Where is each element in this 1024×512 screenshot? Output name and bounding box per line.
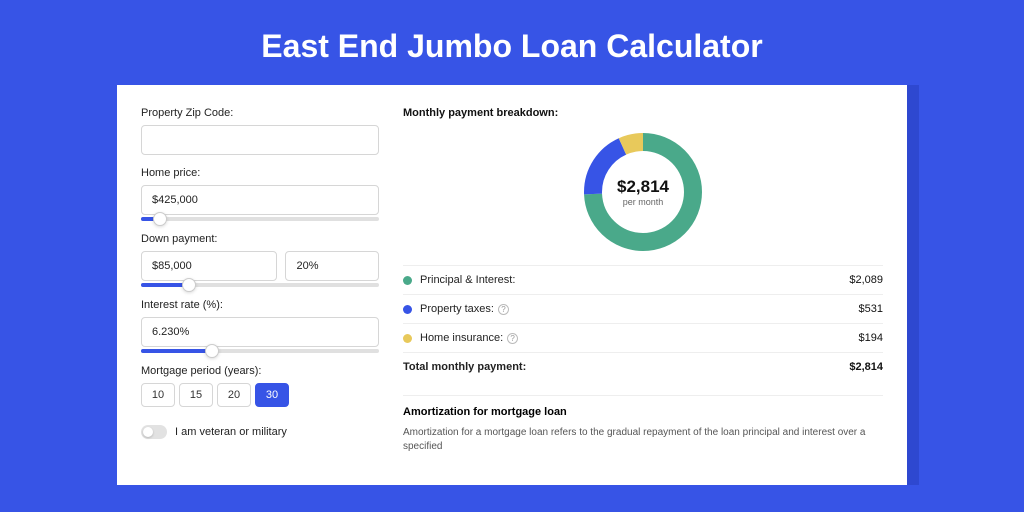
down-payment-label: Down payment: xyxy=(141,233,379,245)
calculator-panel: Property Zip Code: Home price: Down paym… xyxy=(117,85,907,485)
period-label: Mortgage period (years): xyxy=(141,365,379,377)
donut-center: $2,814 per month xyxy=(584,133,702,251)
veteran-row: I am veteran or military xyxy=(141,425,379,439)
total-value: $2,814 xyxy=(849,361,883,373)
amortization-text: Amortization for a mortgage loan refers … xyxy=(403,426,883,454)
down-payment-group: Down payment: xyxy=(141,233,379,287)
amortization-title: Amortization for mortgage loan xyxy=(403,395,883,418)
down-payment-pct-input[interactable] xyxy=(285,251,379,281)
zip-field-group: Property Zip Code: xyxy=(141,107,379,155)
row-label: Property taxes:? xyxy=(420,303,859,315)
info-icon[interactable]: ? xyxy=(507,333,518,344)
period-button-30[interactable]: 30 xyxy=(255,383,289,407)
legend-dot xyxy=(403,276,412,285)
donut-chart-wrap: $2,814 per month xyxy=(403,129,883,265)
legend-dot xyxy=(403,305,412,314)
donut-chart: $2,814 per month xyxy=(584,133,702,251)
breakdown-row: Property taxes:?$531 xyxy=(403,294,883,323)
total-row: Total monthly payment: $2,814 xyxy=(403,352,883,381)
zip-label: Property Zip Code: xyxy=(141,107,379,119)
period-buttons: 10152030 xyxy=(141,383,379,407)
page-title: East End Jumbo Loan Calculator xyxy=(0,0,1024,85)
donut-amount: $2,814 xyxy=(617,177,669,197)
slider-thumb[interactable] xyxy=(153,212,167,226)
slider-thumb[interactable] xyxy=(205,344,219,358)
zip-input[interactable] xyxy=(141,125,379,155)
breakdown-row: Home insurance:?$194 xyxy=(403,323,883,352)
home-price-label: Home price: xyxy=(141,167,379,179)
breakdown-column: Monthly payment breakdown: $2,814 per mo… xyxy=(403,107,883,485)
row-label: Home insurance:? xyxy=(420,332,859,344)
interest-input[interactable] xyxy=(141,317,379,347)
row-value: $194 xyxy=(859,332,883,344)
interest-slider[interactable] xyxy=(141,349,379,353)
period-button-10[interactable]: 10 xyxy=(141,383,175,407)
row-value: $2,089 xyxy=(849,274,883,286)
home-price-input[interactable] xyxy=(141,185,379,215)
period-button-20[interactable]: 20 xyxy=(217,383,251,407)
down-payment-input[interactable] xyxy=(141,251,277,281)
home-price-slider[interactable] xyxy=(141,217,379,221)
home-price-group: Home price: xyxy=(141,167,379,221)
breakdown-title: Monthly payment breakdown: xyxy=(403,107,883,119)
inputs-column: Property Zip Code: Home price: Down paym… xyxy=(141,107,379,485)
slider-fill xyxy=(141,349,212,353)
legend-dot xyxy=(403,334,412,343)
interest-group: Interest rate (%): xyxy=(141,299,379,353)
period-button-15[interactable]: 15 xyxy=(179,383,213,407)
total-label: Total monthly payment: xyxy=(403,361,849,373)
veteran-toggle[interactable] xyxy=(141,425,167,439)
slider-thumb[interactable] xyxy=(182,278,196,292)
interest-label: Interest rate (%): xyxy=(141,299,379,311)
donut-sub: per month xyxy=(623,197,664,207)
veteran-label: I am veteran or military xyxy=(175,426,287,438)
breakdown-row: Principal & Interest:$2,089 xyxy=(403,265,883,294)
info-icon[interactable]: ? xyxy=(498,304,509,315)
row-value: $531 xyxy=(859,303,883,315)
down-payment-slider[interactable] xyxy=(141,283,379,287)
period-group: Mortgage period (years): 10152030 xyxy=(141,365,379,407)
row-label: Principal & Interest: xyxy=(420,274,849,286)
